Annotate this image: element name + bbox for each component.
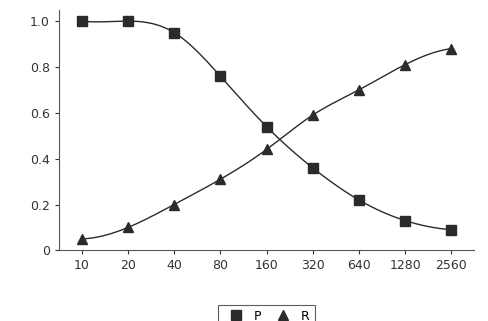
R <box>79 237 84 241</box>
Line: R: R <box>77 44 455 244</box>
P <box>217 74 223 78</box>
R <box>263 148 269 152</box>
R <box>309 113 315 117</box>
P <box>355 198 361 202</box>
P <box>125 19 131 23</box>
R <box>401 63 407 66</box>
R <box>125 226 131 230</box>
P <box>79 19 84 23</box>
Line: P: P <box>77 16 455 235</box>
P <box>309 166 315 170</box>
P <box>263 125 269 128</box>
R <box>355 88 361 92</box>
R <box>447 47 453 50</box>
P <box>447 228 453 232</box>
R <box>217 178 223 181</box>
P <box>171 30 177 34</box>
Legend: P, R: P, R <box>218 305 314 321</box>
P <box>401 219 407 222</box>
R <box>171 203 177 206</box>
